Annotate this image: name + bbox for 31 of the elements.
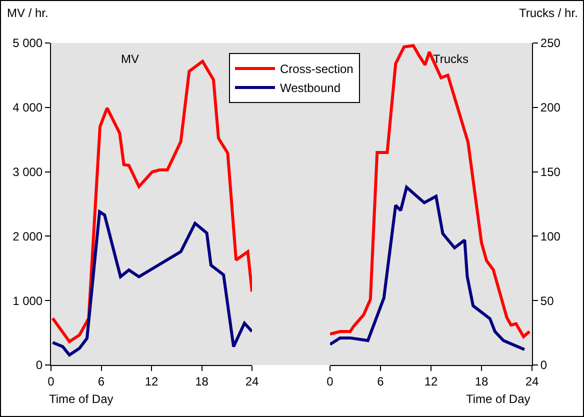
y-tick-label: 0 xyxy=(36,358,43,372)
y-tick-label: 50 xyxy=(540,294,554,308)
y-tick-label: 5 000 xyxy=(12,36,43,50)
x-tick-label: 0 xyxy=(48,374,55,388)
y-tick-label: 2 000 xyxy=(12,229,43,244)
x-tick-label: 6 xyxy=(377,374,384,388)
x-axis-title: Time of Day xyxy=(49,392,114,406)
y-tick-label: 250 xyxy=(540,36,561,50)
x-tick-label: 24 xyxy=(525,374,539,388)
x-tick-label: 24 xyxy=(245,374,259,388)
x-tick-label: 18 xyxy=(195,374,209,388)
y-tick-label: 150 xyxy=(540,165,561,179)
x-tick-label: 12 xyxy=(144,374,158,388)
y-tick-label: 4 000 xyxy=(12,100,43,115)
x-tick-label: 6 xyxy=(98,374,105,388)
y-tick-label: 1 000 xyxy=(12,294,43,308)
x-tick-label: 12 xyxy=(424,374,438,388)
x-tick-label: 0 xyxy=(326,374,334,388)
annotation: MV xyxy=(121,52,139,66)
line-series xyxy=(330,186,526,352)
line-series xyxy=(51,210,252,357)
x-axis-title: Time of Day xyxy=(466,392,530,406)
y-tick-label: 100 xyxy=(540,229,561,244)
legend-label: Cross-section xyxy=(280,62,354,76)
legend-label: Westbound xyxy=(280,81,340,96)
y-tick-label: 0 xyxy=(540,358,548,372)
y-tick-label: 200 xyxy=(540,100,561,115)
x-tick-label: 18 xyxy=(474,374,488,388)
y-axis-title: Trucks / hr. xyxy=(519,6,578,20)
y-tick-label: 3 000 xyxy=(12,165,43,179)
y-axis-title: MV / hr. xyxy=(7,6,48,20)
